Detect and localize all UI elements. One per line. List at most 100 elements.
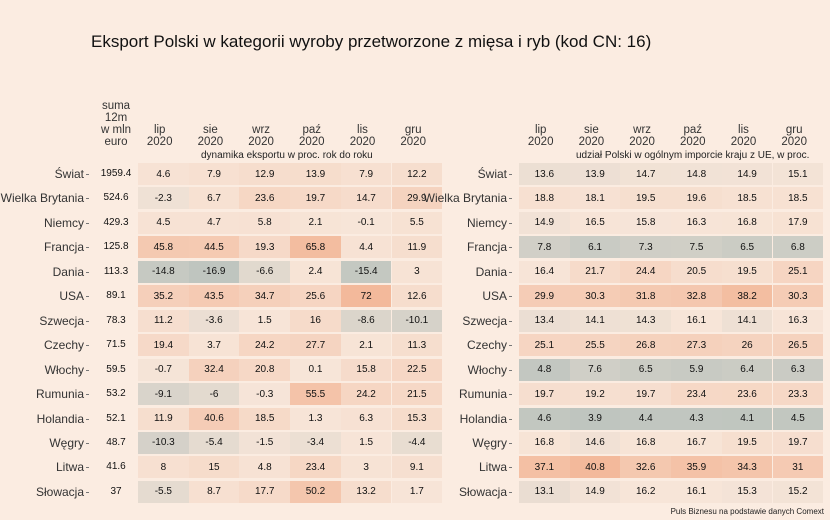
heatmap-cell: 19.5 <box>721 260 773 283</box>
heatmap-cell: 19.2 <box>569 383 621 406</box>
month-label: wrz <box>252 124 271 136</box>
heatmap-cell: 23.3 <box>772 383 824 406</box>
heatmap-cell: -16.9 <box>188 260 240 283</box>
year-label: 2020 <box>578 136 605 148</box>
row-label: Słowacja <box>35 484 84 499</box>
heatmap-cell: 18.5 <box>772 187 824 210</box>
heatmap-cell: 4.5 <box>772 407 824 430</box>
heatmap-cell: 4.5 <box>138 211 189 234</box>
heatmap-cell: 19.7 <box>290 187 341 210</box>
heatmap-cell: 8 <box>138 456 189 479</box>
month-column-header: lip 2020 <box>138 124 181 148</box>
heatmap-cell: -5.4 <box>188 431 240 454</box>
row-tick <box>86 271 89 273</box>
heatmap-cell: 15.2 <box>772 480 824 503</box>
row-label: Litwa <box>478 460 507 475</box>
heatmap-cell: 8.7 <box>188 480 240 503</box>
row-label: Niemcy <box>43 215 84 230</box>
row-label: Węgry <box>472 435 507 450</box>
heatmap-cell: -0.1 <box>340 211 392 234</box>
row-tick <box>509 198 512 200</box>
heatmap-cell: 3 <box>391 260 443 283</box>
heatmap-cell: 24.4 <box>620 260 672 283</box>
heatmap-cell: 16.4 <box>519 260 570 283</box>
heatmap-cell: 4.4 <box>340 236 392 259</box>
heatmap-cell: 14.9 <box>569 480 621 503</box>
heatmap-cell: 11.3 <box>391 334 443 357</box>
row-label: Włochy <box>44 362 84 377</box>
heatmap-cell: 15.8 <box>340 358 392 381</box>
row-tick <box>509 174 512 175</box>
month-column-header: paź 2020 <box>671 124 714 148</box>
sum-header-line: w mln <box>100 124 132 136</box>
heatmap-cell: -0.7 <box>138 358 189 381</box>
heatmap-cell: 14.1 <box>721 309 773 332</box>
heatmap-cell: -3.6 <box>188 309 240 332</box>
row-label: Czechy <box>43 338 84 353</box>
year-label: 2020 <box>349 136 376 148</box>
heatmap-cell: 4.3 <box>671 407 722 430</box>
heatmap-cell: -14.8 <box>138 260 189 283</box>
heatmap-cell: 6.5 <box>721 236 773 259</box>
heatmap-cell: 16.5 <box>569 211 621 234</box>
row-label: Rumunia <box>35 387 84 402</box>
heatmap-cell: 4.6 <box>519 407 570 430</box>
heatmap-cell: 7.3 <box>620 236 672 259</box>
month-label: gru <box>404 124 422 136</box>
heatmap-cell: 19.6 <box>671 187 722 210</box>
sum-column-header: suma 12m w mln euro <box>96 100 136 148</box>
row-tick <box>509 247 512 249</box>
heatmap-cell: 7.6 <box>569 358 621 381</box>
heatmap-cell: 12.6 <box>391 285 443 308</box>
month-label: paź <box>302 124 322 136</box>
heatmap-cell: -3.4 <box>290 431 341 454</box>
month-column-header: lis 2020 <box>722 124 765 148</box>
heatmap-cell: 16.3 <box>772 309 824 332</box>
month-label: paź <box>683 124 703 136</box>
row-tick <box>509 418 512 420</box>
heatmap-cell: 32.4 <box>188 358 240 381</box>
month-label: lis <box>738 124 749 136</box>
heatmap-cell: 4.8 <box>239 456 291 479</box>
heatmap-cell: -6.6 <box>239 260 291 283</box>
heatmap-cell: 31 <box>772 456 824 479</box>
month-label: lis <box>357 124 368 136</box>
sum-value: 71.5 <box>106 339 126 351</box>
heatmap-cell: 21.5 <box>391 383 443 406</box>
heatmap-cell: 34.3 <box>721 456 773 479</box>
heatmap-cell: 6.3 <box>772 358 824 381</box>
year-label: 2020 <box>400 136 426 148</box>
month-column-header: wrz 2020 <box>620 124 663 148</box>
heatmap-cell: 43.5 <box>188 285 240 308</box>
heatmap-cell: 11.9 <box>391 236 443 259</box>
heatmap-cell: 13.4 <box>519 309 570 332</box>
heatmap-cell: 16.7 <box>671 431 722 454</box>
heatmap-cell: 17.7 <box>239 480 291 503</box>
heatmap-cell: 2.1 <box>290 211 341 234</box>
heatmap-cell: 0.1 <box>290 358 341 381</box>
row-label: Holandia <box>459 411 507 426</box>
heatmap-cell: 19.5 <box>620 187 672 210</box>
heatmap-cell: 55.5 <box>290 383 341 406</box>
month-column-header: gru 2020 <box>773 124 816 148</box>
heatmap-cell: 27.7 <box>290 334 341 357</box>
heatmap-cell: 65.8 <box>290 236 341 259</box>
heatmap-cell: 4.4 <box>620 407 672 430</box>
heatmap-cell: 30.3 <box>569 285 621 308</box>
sum-header-line: 12m <box>104 112 128 124</box>
sum-value: 429.3 <box>103 216 129 228</box>
row-label: Czechy <box>466 338 507 353</box>
heatmap-cell: 26.8 <box>620 334 672 357</box>
heatmap-cell: -2.3 <box>138 187 189 210</box>
row-label: Słowacja <box>458 484 507 499</box>
month-column-header: sie 2020 <box>570 124 613 148</box>
row-label: Węgry <box>49 435 84 450</box>
heatmap-cell: 15.1 <box>772 163 824 185</box>
row-label: Francja <box>466 240 507 255</box>
heatmap-cell: 14.7 <box>340 187 392 210</box>
heatmap-cell: 11.9 <box>138 407 189 430</box>
row-label: Dania <box>475 264 507 279</box>
month-column-header: wrz 2020 <box>239 124 282 148</box>
heatmap-cell: 17.9 <box>772 211 824 234</box>
heatmap-cell: 40.6 <box>188 407 240 430</box>
